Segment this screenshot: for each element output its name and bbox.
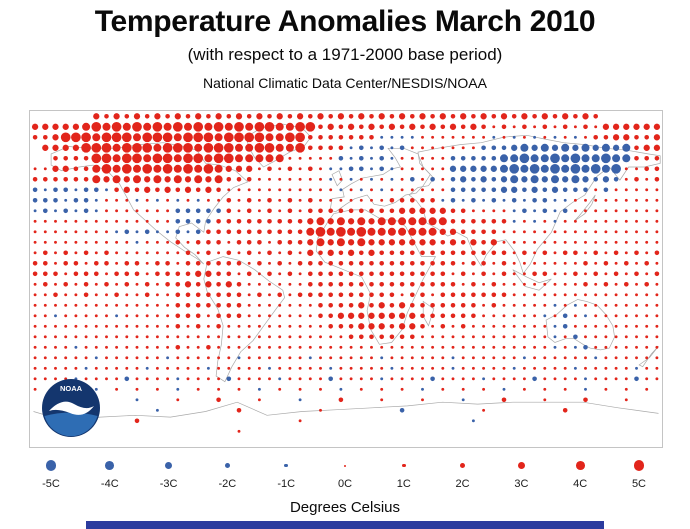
footer-bar bbox=[86, 521, 604, 529]
cold-anomaly-dot bbox=[224, 462, 231, 469]
legend-entry: -3C bbox=[152, 459, 186, 490]
legend-entry: 3C bbox=[504, 459, 538, 490]
legend-label: -4C bbox=[100, 478, 119, 490]
legend-entry: -2C bbox=[210, 459, 244, 490]
legend-label: 3C bbox=[514, 478, 529, 490]
legend-entry: -1C bbox=[269, 459, 303, 490]
anomaly-dots bbox=[31, 113, 661, 433]
legend-entry: 4C bbox=[563, 459, 597, 490]
cold-anomaly-dot bbox=[105, 461, 115, 470]
noaa-bird-icon bbox=[49, 401, 94, 415]
warm-anomaly-dot bbox=[517, 461, 525, 470]
legend-label: 1C bbox=[396, 478, 411, 490]
warm-anomaly-dot bbox=[343, 464, 346, 467]
legend-label: 0C bbox=[337, 478, 353, 490]
legend: -5C -4C -3C -2C -1C 0C 1C 2C 3C 4C 5C bbox=[34, 459, 656, 490]
figure-subtitle: (with respect to a 1971-2000 base period… bbox=[187, 45, 503, 64]
legend-entry: -4C bbox=[93, 459, 127, 490]
cold-anomaly-dot bbox=[165, 461, 173, 470]
warm-anomaly-dot bbox=[575, 461, 585, 470]
warm-anomaly-dot bbox=[401, 463, 406, 468]
cold-anomaly-dot bbox=[284, 463, 289, 468]
legend-entry: 5C bbox=[622, 459, 656, 490]
legend-label: -2C bbox=[218, 478, 237, 490]
warm-anomaly-dot bbox=[459, 462, 466, 469]
cold-anomaly-dot bbox=[45, 460, 57, 471]
legend-units-label: Degrees Celsius bbox=[289, 499, 401, 516]
noaa-logo-text: NOAA bbox=[60, 384, 83, 393]
figure-title: Temperature Anomalies March 2010 bbox=[94, 5, 596, 38]
map-canvas bbox=[31, 113, 661, 433]
world-anomaly-map: NOAA bbox=[29, 110, 663, 448]
legend-label: -3C bbox=[159, 478, 178, 490]
warm-anomaly-dot bbox=[633, 460, 645, 471]
legend-entry: 1C bbox=[387, 459, 421, 490]
noaa-logo: NOAA bbox=[42, 379, 100, 437]
legend-label: 5C bbox=[631, 478, 646, 490]
legend-label: 2C bbox=[455, 478, 470, 490]
figure-attribution: National Climatic Data Center/NESDIS/NOA… bbox=[203, 75, 487, 91]
legend-label: 4C bbox=[573, 478, 588, 490]
legend-entry: 0C bbox=[328, 459, 362, 490]
legend-entry: 2C bbox=[446, 459, 480, 490]
legend-entry: -5C bbox=[34, 459, 68, 490]
legend-label: -1C bbox=[277, 478, 296, 490]
noaa-logo-ocean bbox=[44, 412, 98, 437]
legend-label: -5C bbox=[42, 478, 60, 490]
